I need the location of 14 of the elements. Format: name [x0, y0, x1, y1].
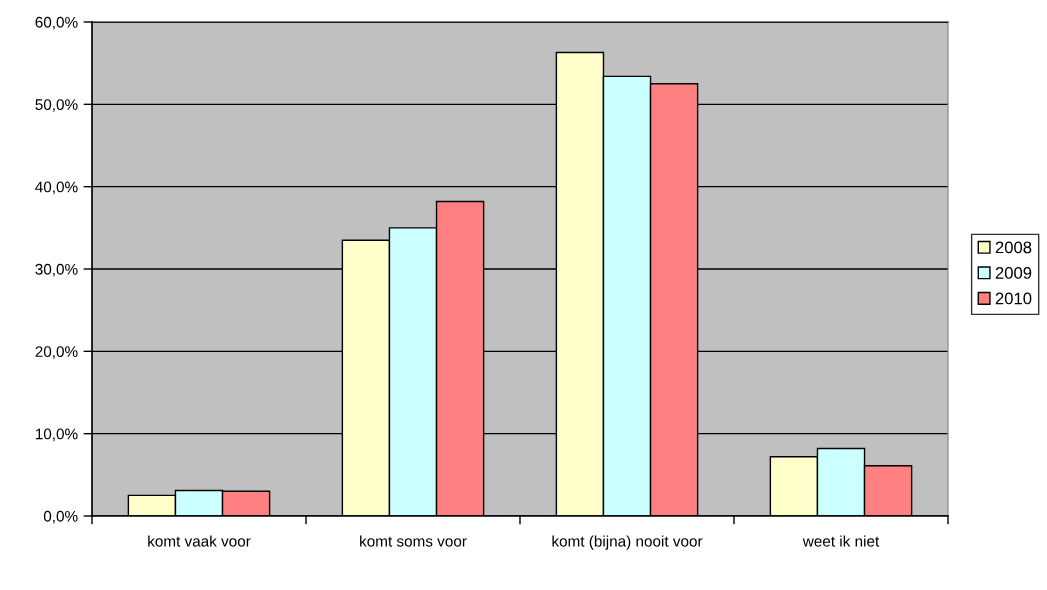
y-tick-label: 10,0% [35, 428, 78, 442]
x-tick-label: komt (bijna) nooit voor [552, 535, 703, 550]
y-tick-label: 0,0% [43, 510, 78, 524]
x-tick-label: komt soms voor [360, 535, 467, 547]
legend-label: 2010 [995, 292, 1032, 305]
x-tick-label: weet ik niet [802, 535, 880, 547]
legend-label: 2009 [995, 267, 1032, 279]
x-tick-label: komt vaak voor [148, 535, 251, 547]
y-tick-label: 40,0% [35, 181, 78, 195]
legend-label: 2008 [995, 241, 1032, 254]
y-tick-label: 60,0% [35, 16, 78, 30]
y-tick-label: 30,0% [35, 263, 78, 277]
y-tick-label: 50,0% [35, 99, 78, 112]
y-tick-label: 20,0% [35, 346, 78, 359]
